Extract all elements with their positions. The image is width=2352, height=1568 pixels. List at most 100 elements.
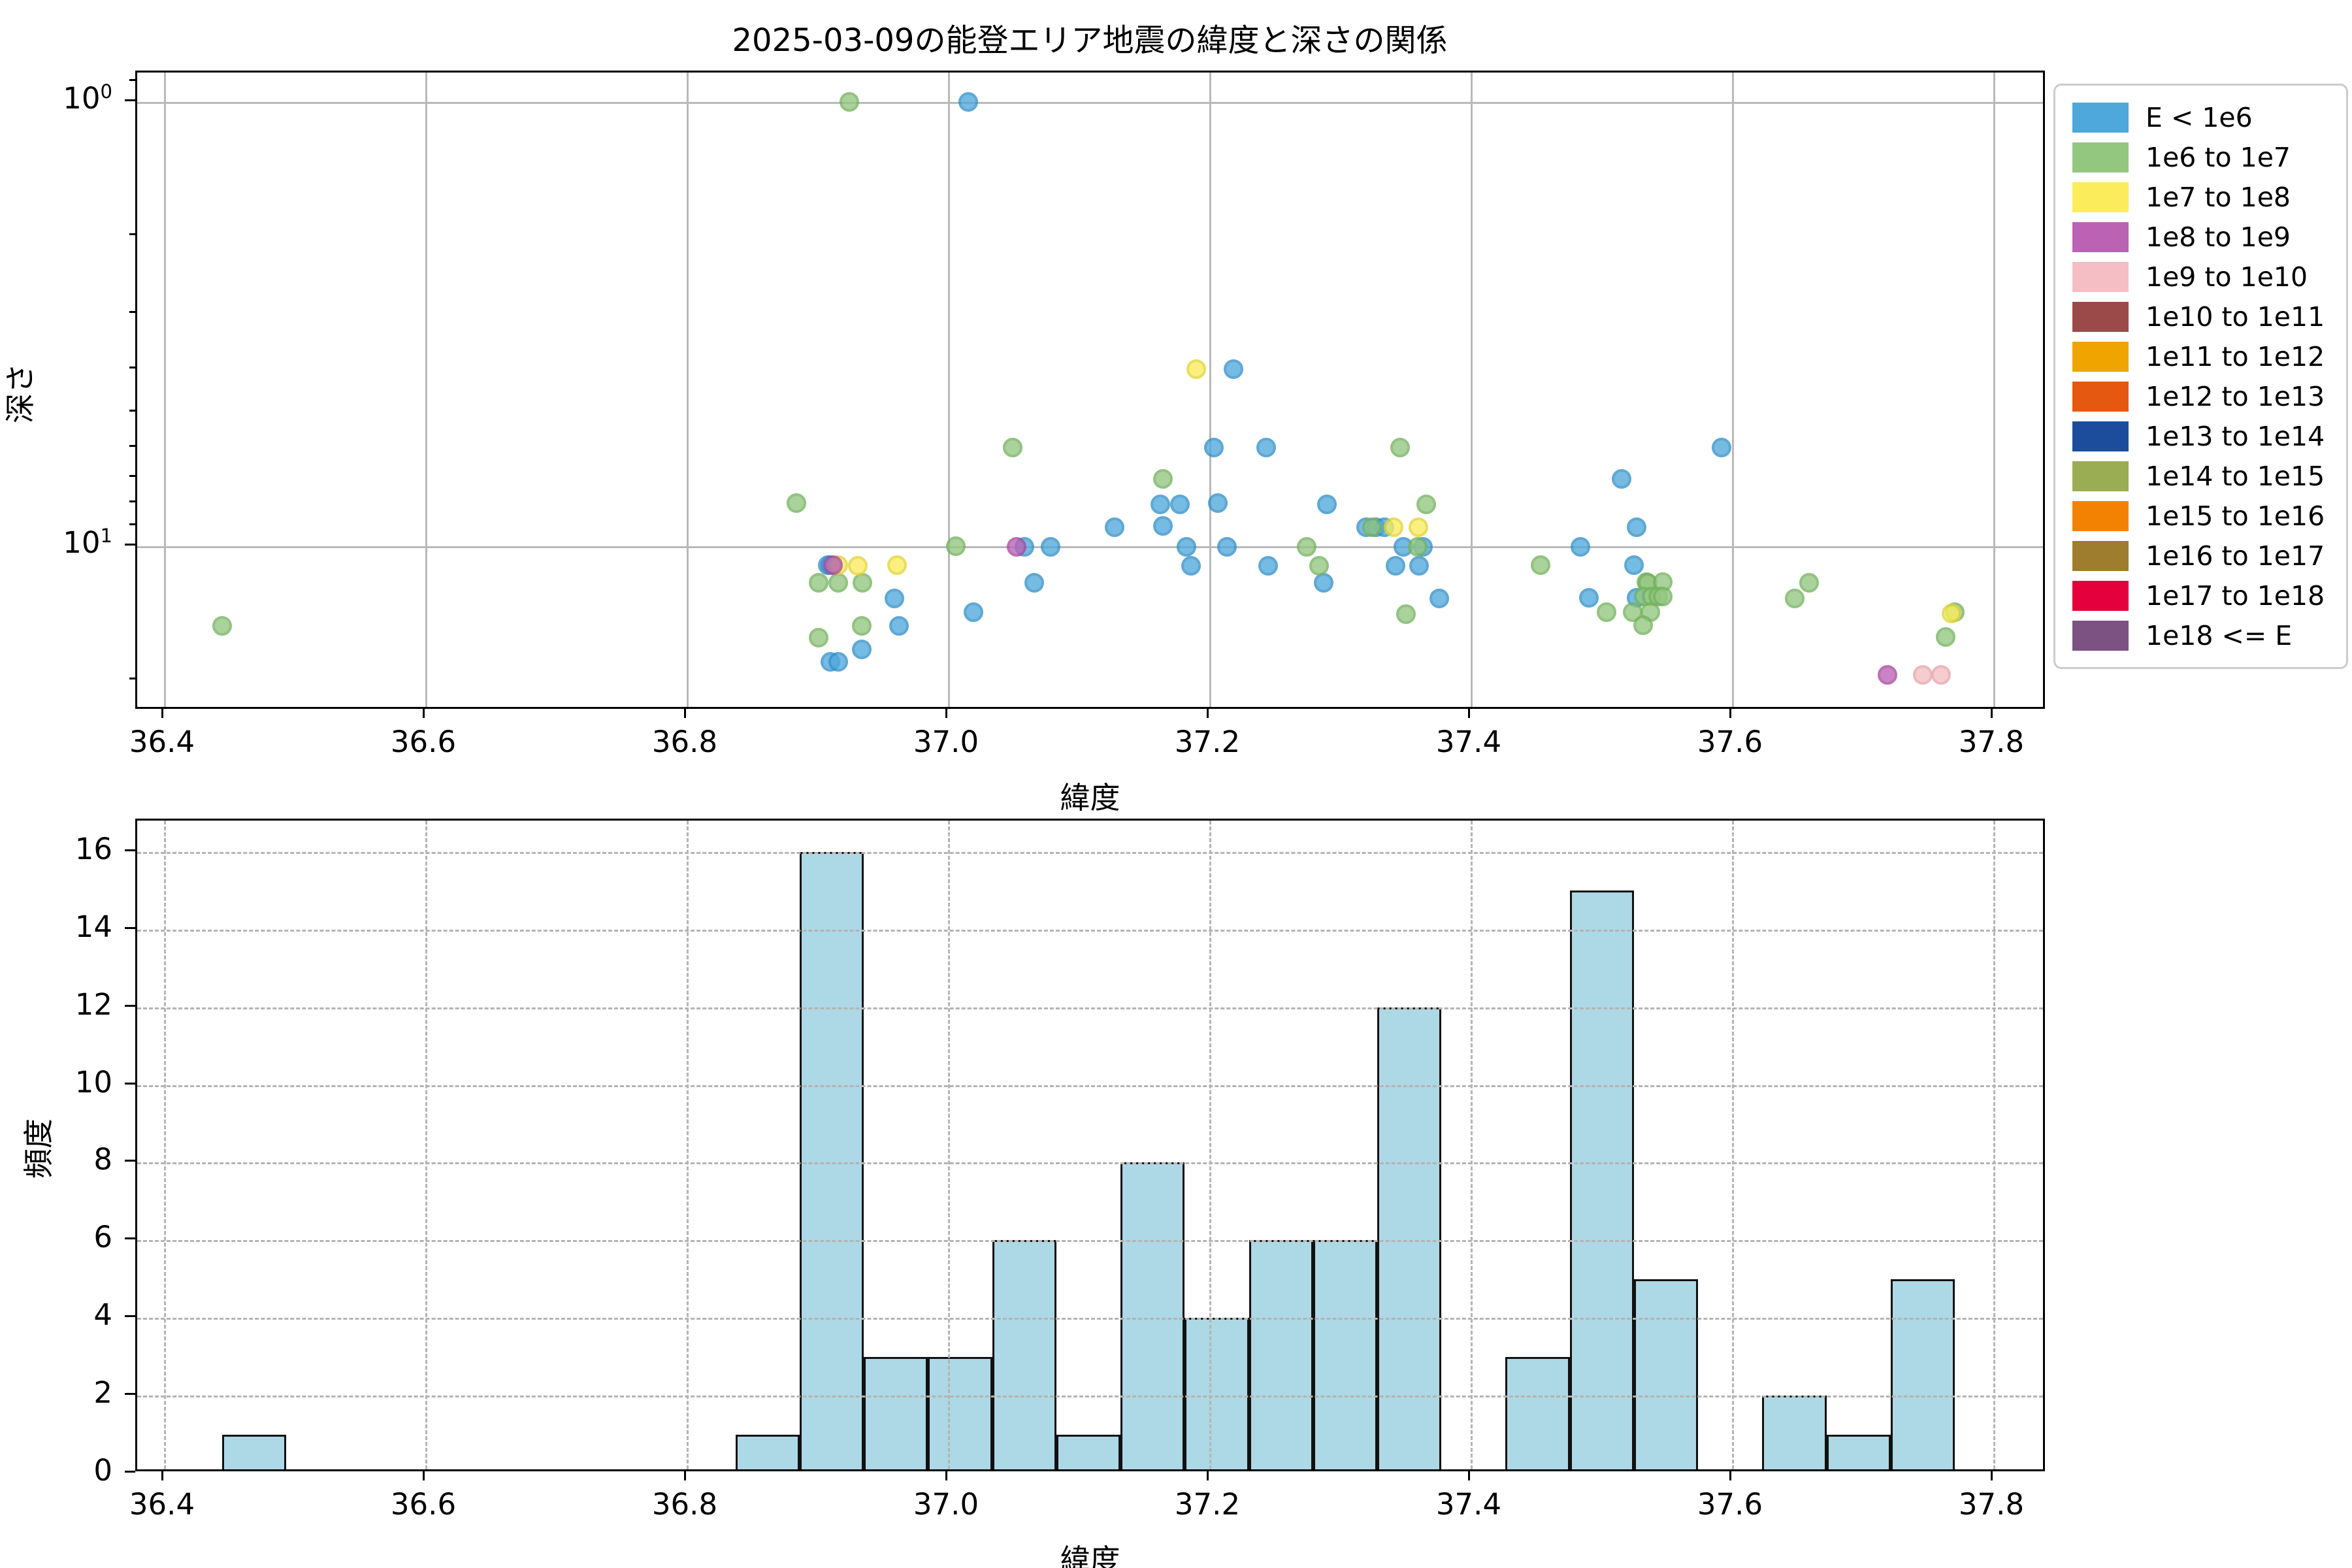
x-tick-label: 37.0 [913,1487,979,1522]
x-tick-label: 36.4 [129,725,195,759]
legend-row: 1e14 to 1e15 [2072,456,2329,496]
x-gridline [1209,821,1211,1469]
x-gridline [687,73,689,707]
x-gridline [425,73,427,707]
scatter-point [1571,537,1590,557]
scatter-point [1597,602,1616,623]
y-gridline [137,1085,2043,1087]
scatter-point [964,602,983,623]
scatter-point [1878,665,1897,685]
x-tick [945,709,947,718]
x-tick [684,1471,686,1480]
y-gridline [137,546,2043,548]
x-tick-label: 36.8 [651,1487,718,1522]
scatter-point [1408,537,1428,557]
legend-row: 1e13 to 1e14 [2072,416,2329,456]
x-tick-label: 37.0 [913,725,979,759]
legend-label: 1e11 to 1e12 [2146,340,2325,372]
scatter-point [1429,588,1449,608]
scatter-point [1153,515,1173,536]
x-tick-label: 36.4 [129,1487,195,1522]
x-tick-label: 36.6 [390,725,457,759]
scatter-point [1942,603,1961,623]
scatter-point [1913,665,1933,685]
legend-row: 1e8 to 1e9 [2072,217,2329,257]
y-minor-tick [129,445,135,448]
x-gridline [164,73,166,707]
y-gridline [137,1318,2043,1320]
scatter-point [958,92,978,112]
x-gridline [1732,73,1734,707]
histogram-bar [1890,1279,1955,1469]
legend-label: 1e18 <= E [2146,619,2293,651]
x-tick-label: 37.6 [1697,725,1763,759]
histogram-bar [1505,1356,1570,1469]
scatter-point [848,556,868,576]
scatter-point [828,573,848,593]
y-gridline [137,1240,2043,1243]
scatter-point [1396,604,1416,624]
scatter-point [1409,556,1429,576]
legend-swatch-icon [2072,540,2129,571]
x-tick [1729,1471,1731,1480]
x-tick-label: 37.8 [1958,1487,2025,1522]
legend-label: E < 1e6 [2146,101,2253,133]
x-tick-label: 36.6 [390,1487,457,1522]
y-tick-label: 14 [74,909,112,944]
legend-row: 1e10 to 1e11 [2072,297,2329,336]
y-tick-label: 10 [74,1064,112,1100]
x-tick [1207,709,1209,718]
legend-row: 1e9 to 1e10 [2072,257,2329,297]
x-gridline [1209,73,1211,707]
y-minor-tick [129,367,135,369]
y-tick [125,544,135,546]
y-tick-label: 4 [93,1298,112,1333]
legend-label: 1e8 to 1e9 [2146,221,2291,253]
x-gridline [687,821,689,1469]
x-gridline [1993,821,1995,1469]
scatter-point [1531,555,1550,576]
y-minor-tick [129,677,135,679]
histogram-bar [1056,1434,1121,1469]
histogram-xlabel: 緯度 [1060,1543,1120,1568]
legend-label: 1e16 to 1e17 [2146,540,2325,572]
y-tick [125,1471,135,1473]
scatter-point [1317,494,1337,514]
scatter-point [1177,537,1196,557]
scatter-point [1256,438,1276,458]
scatter-point [852,640,872,660]
y-gridline [137,851,2043,854]
scatter-point [1041,537,1060,557]
y-minor-tick [129,410,135,412]
histogram-bar [800,851,864,1469]
y-tick-label: 8 [93,1142,112,1177]
scatter-point [1297,537,1316,557]
y-tick-label: 16 [74,831,112,866]
histogram-bar [1633,1279,1699,1469]
y-gridline [137,1007,2043,1009]
y-minor-tick [129,311,135,314]
scatter-point [1416,494,1436,514]
scatter-point [840,92,859,112]
scatter-point [852,615,872,636]
histogram-bar [864,1356,928,1469]
histogram-bar [1377,1007,1442,1469]
scatter-point [809,573,828,593]
x-gridline [1471,73,1473,707]
x-tick [423,1471,425,1480]
scatter-point [853,573,872,593]
x-tick [1729,709,1731,718]
legend-swatch-icon [2072,580,2129,611]
x-tick [945,1471,947,1480]
scatter-point [1151,494,1170,514]
legend-swatch-icon [2072,261,2129,292]
scatter-point [1309,556,1329,576]
x-tick [1468,709,1470,718]
scatter-point [212,615,232,636]
y-tick-label: 100 [63,80,112,116]
legend-swatch-icon [2072,182,2129,212]
scatter-point [1624,555,1644,576]
legend-swatch-icon [2072,620,2129,651]
scatter-point [1712,438,1731,458]
histogram-bar [1313,1240,1377,1469]
